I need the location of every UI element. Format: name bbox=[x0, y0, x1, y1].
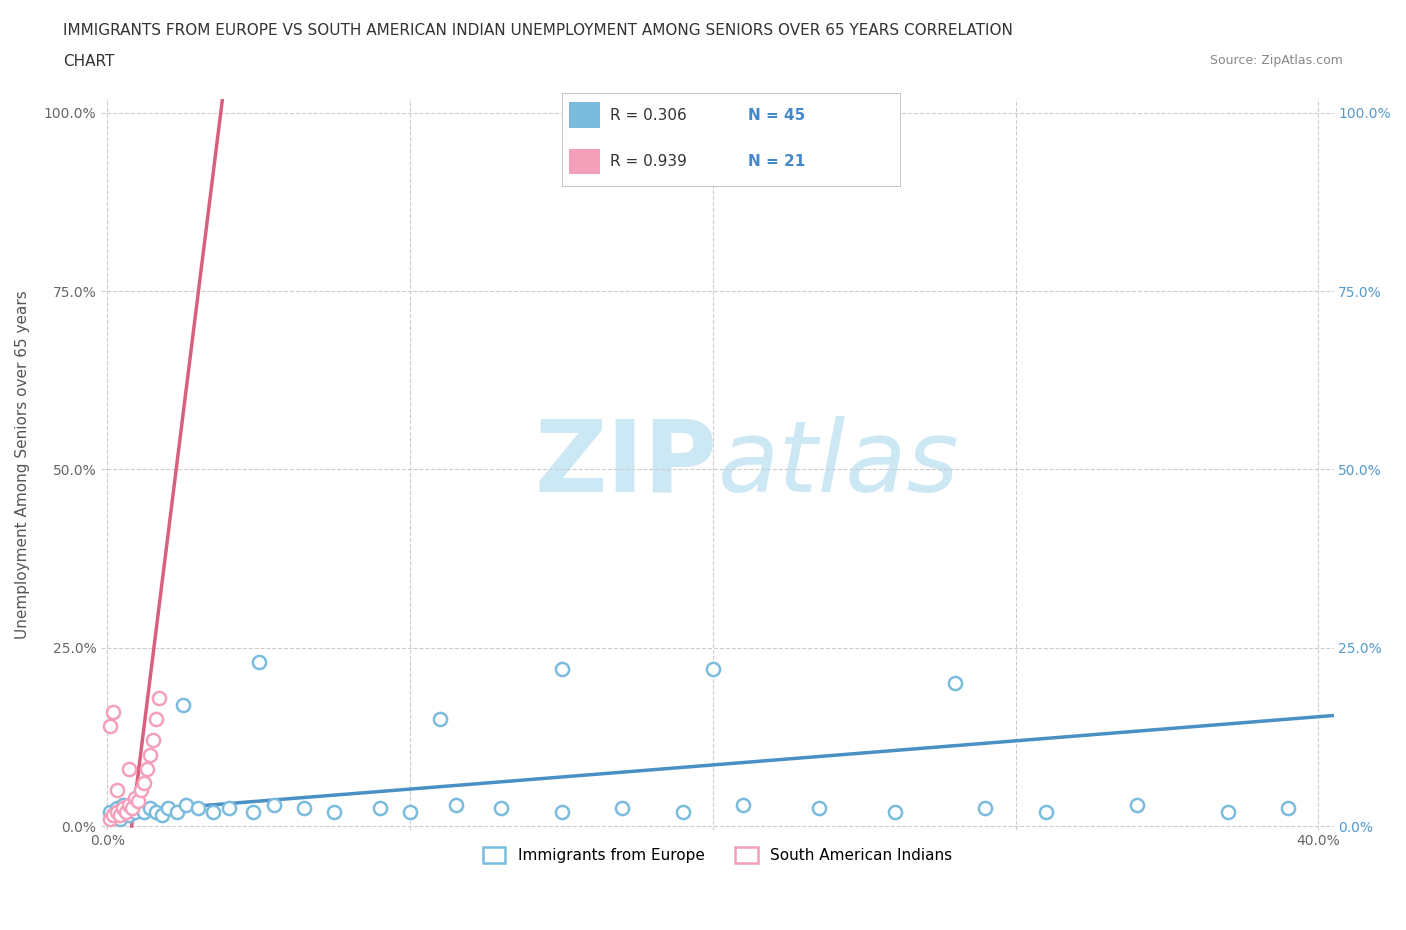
Point bbox=[132, 804, 155, 819]
Point bbox=[135, 762, 157, 777]
Text: atlas: atlas bbox=[717, 416, 959, 512]
Point bbox=[187, 801, 209, 816]
Text: R = 0.939: R = 0.939 bbox=[610, 154, 686, 169]
Text: N = 21: N = 21 bbox=[748, 154, 806, 169]
Point bbox=[399, 804, 422, 819]
Point bbox=[156, 801, 179, 816]
Text: R = 0.306: R = 0.306 bbox=[610, 108, 686, 123]
Point bbox=[121, 801, 143, 816]
Point bbox=[974, 801, 997, 816]
Point bbox=[429, 711, 451, 726]
Point bbox=[139, 801, 162, 816]
Point bbox=[150, 808, 173, 823]
Point bbox=[114, 804, 136, 819]
Point bbox=[142, 733, 165, 748]
Point bbox=[1035, 804, 1057, 819]
Point bbox=[218, 801, 240, 816]
Point bbox=[121, 801, 143, 816]
Point bbox=[129, 783, 152, 798]
Point bbox=[114, 804, 136, 819]
Bar bbox=[569, 102, 599, 128]
Text: ZIP: ZIP bbox=[534, 416, 717, 512]
Point bbox=[132, 776, 155, 790]
Point bbox=[108, 808, 131, 823]
Point bbox=[368, 801, 391, 816]
Point bbox=[103, 808, 125, 823]
Point bbox=[672, 804, 695, 819]
Point bbox=[103, 705, 125, 720]
Text: Source: ZipAtlas.com: Source: ZipAtlas.com bbox=[1209, 54, 1343, 67]
Point bbox=[174, 797, 197, 812]
Y-axis label: Unemployment Among Seniors over 65 years: Unemployment Among Seniors over 65 years bbox=[15, 290, 30, 639]
Point bbox=[807, 801, 830, 816]
Text: CHART: CHART bbox=[63, 54, 115, 69]
Legend: Immigrants from Europe, South American Indians: Immigrants from Europe, South American I… bbox=[477, 842, 959, 870]
Point bbox=[105, 804, 128, 819]
Point bbox=[1125, 797, 1147, 812]
Point bbox=[100, 812, 122, 827]
Point bbox=[172, 698, 194, 712]
Point bbox=[247, 655, 270, 670]
Point bbox=[943, 676, 966, 691]
Point bbox=[100, 719, 122, 734]
Point bbox=[323, 804, 346, 819]
Point bbox=[111, 797, 134, 812]
Point bbox=[145, 711, 167, 726]
Point bbox=[117, 797, 139, 812]
Point bbox=[242, 804, 264, 819]
Text: IMMIGRANTS FROM EUROPE VS SOUTH AMERICAN INDIAN UNEMPLOYMENT AMONG SENIORS OVER : IMMIGRANTS FROM EUROPE VS SOUTH AMERICAN… bbox=[63, 23, 1014, 38]
Point bbox=[166, 804, 188, 819]
Point bbox=[111, 801, 134, 816]
Point bbox=[444, 797, 467, 812]
Point bbox=[100, 804, 122, 819]
Point bbox=[883, 804, 905, 819]
Point bbox=[550, 662, 572, 677]
Point bbox=[124, 790, 146, 805]
Point bbox=[108, 812, 131, 827]
Point bbox=[489, 801, 512, 816]
Point bbox=[127, 797, 149, 812]
Point bbox=[103, 808, 125, 823]
Point bbox=[127, 793, 149, 808]
Bar bbox=[569, 149, 599, 175]
Point bbox=[702, 662, 724, 677]
Point bbox=[145, 804, 167, 819]
Point bbox=[733, 797, 755, 812]
Point bbox=[263, 797, 285, 812]
Point bbox=[124, 804, 146, 819]
Point bbox=[550, 804, 572, 819]
Point bbox=[117, 808, 139, 823]
Point bbox=[105, 783, 128, 798]
Point bbox=[117, 762, 139, 777]
Point bbox=[1277, 801, 1299, 816]
Text: N = 45: N = 45 bbox=[748, 108, 806, 123]
Point bbox=[105, 801, 128, 816]
Point bbox=[292, 801, 315, 816]
Point bbox=[139, 748, 162, 763]
Point bbox=[1216, 804, 1239, 819]
Point bbox=[202, 804, 225, 819]
Point bbox=[148, 690, 170, 705]
Point bbox=[610, 801, 633, 816]
